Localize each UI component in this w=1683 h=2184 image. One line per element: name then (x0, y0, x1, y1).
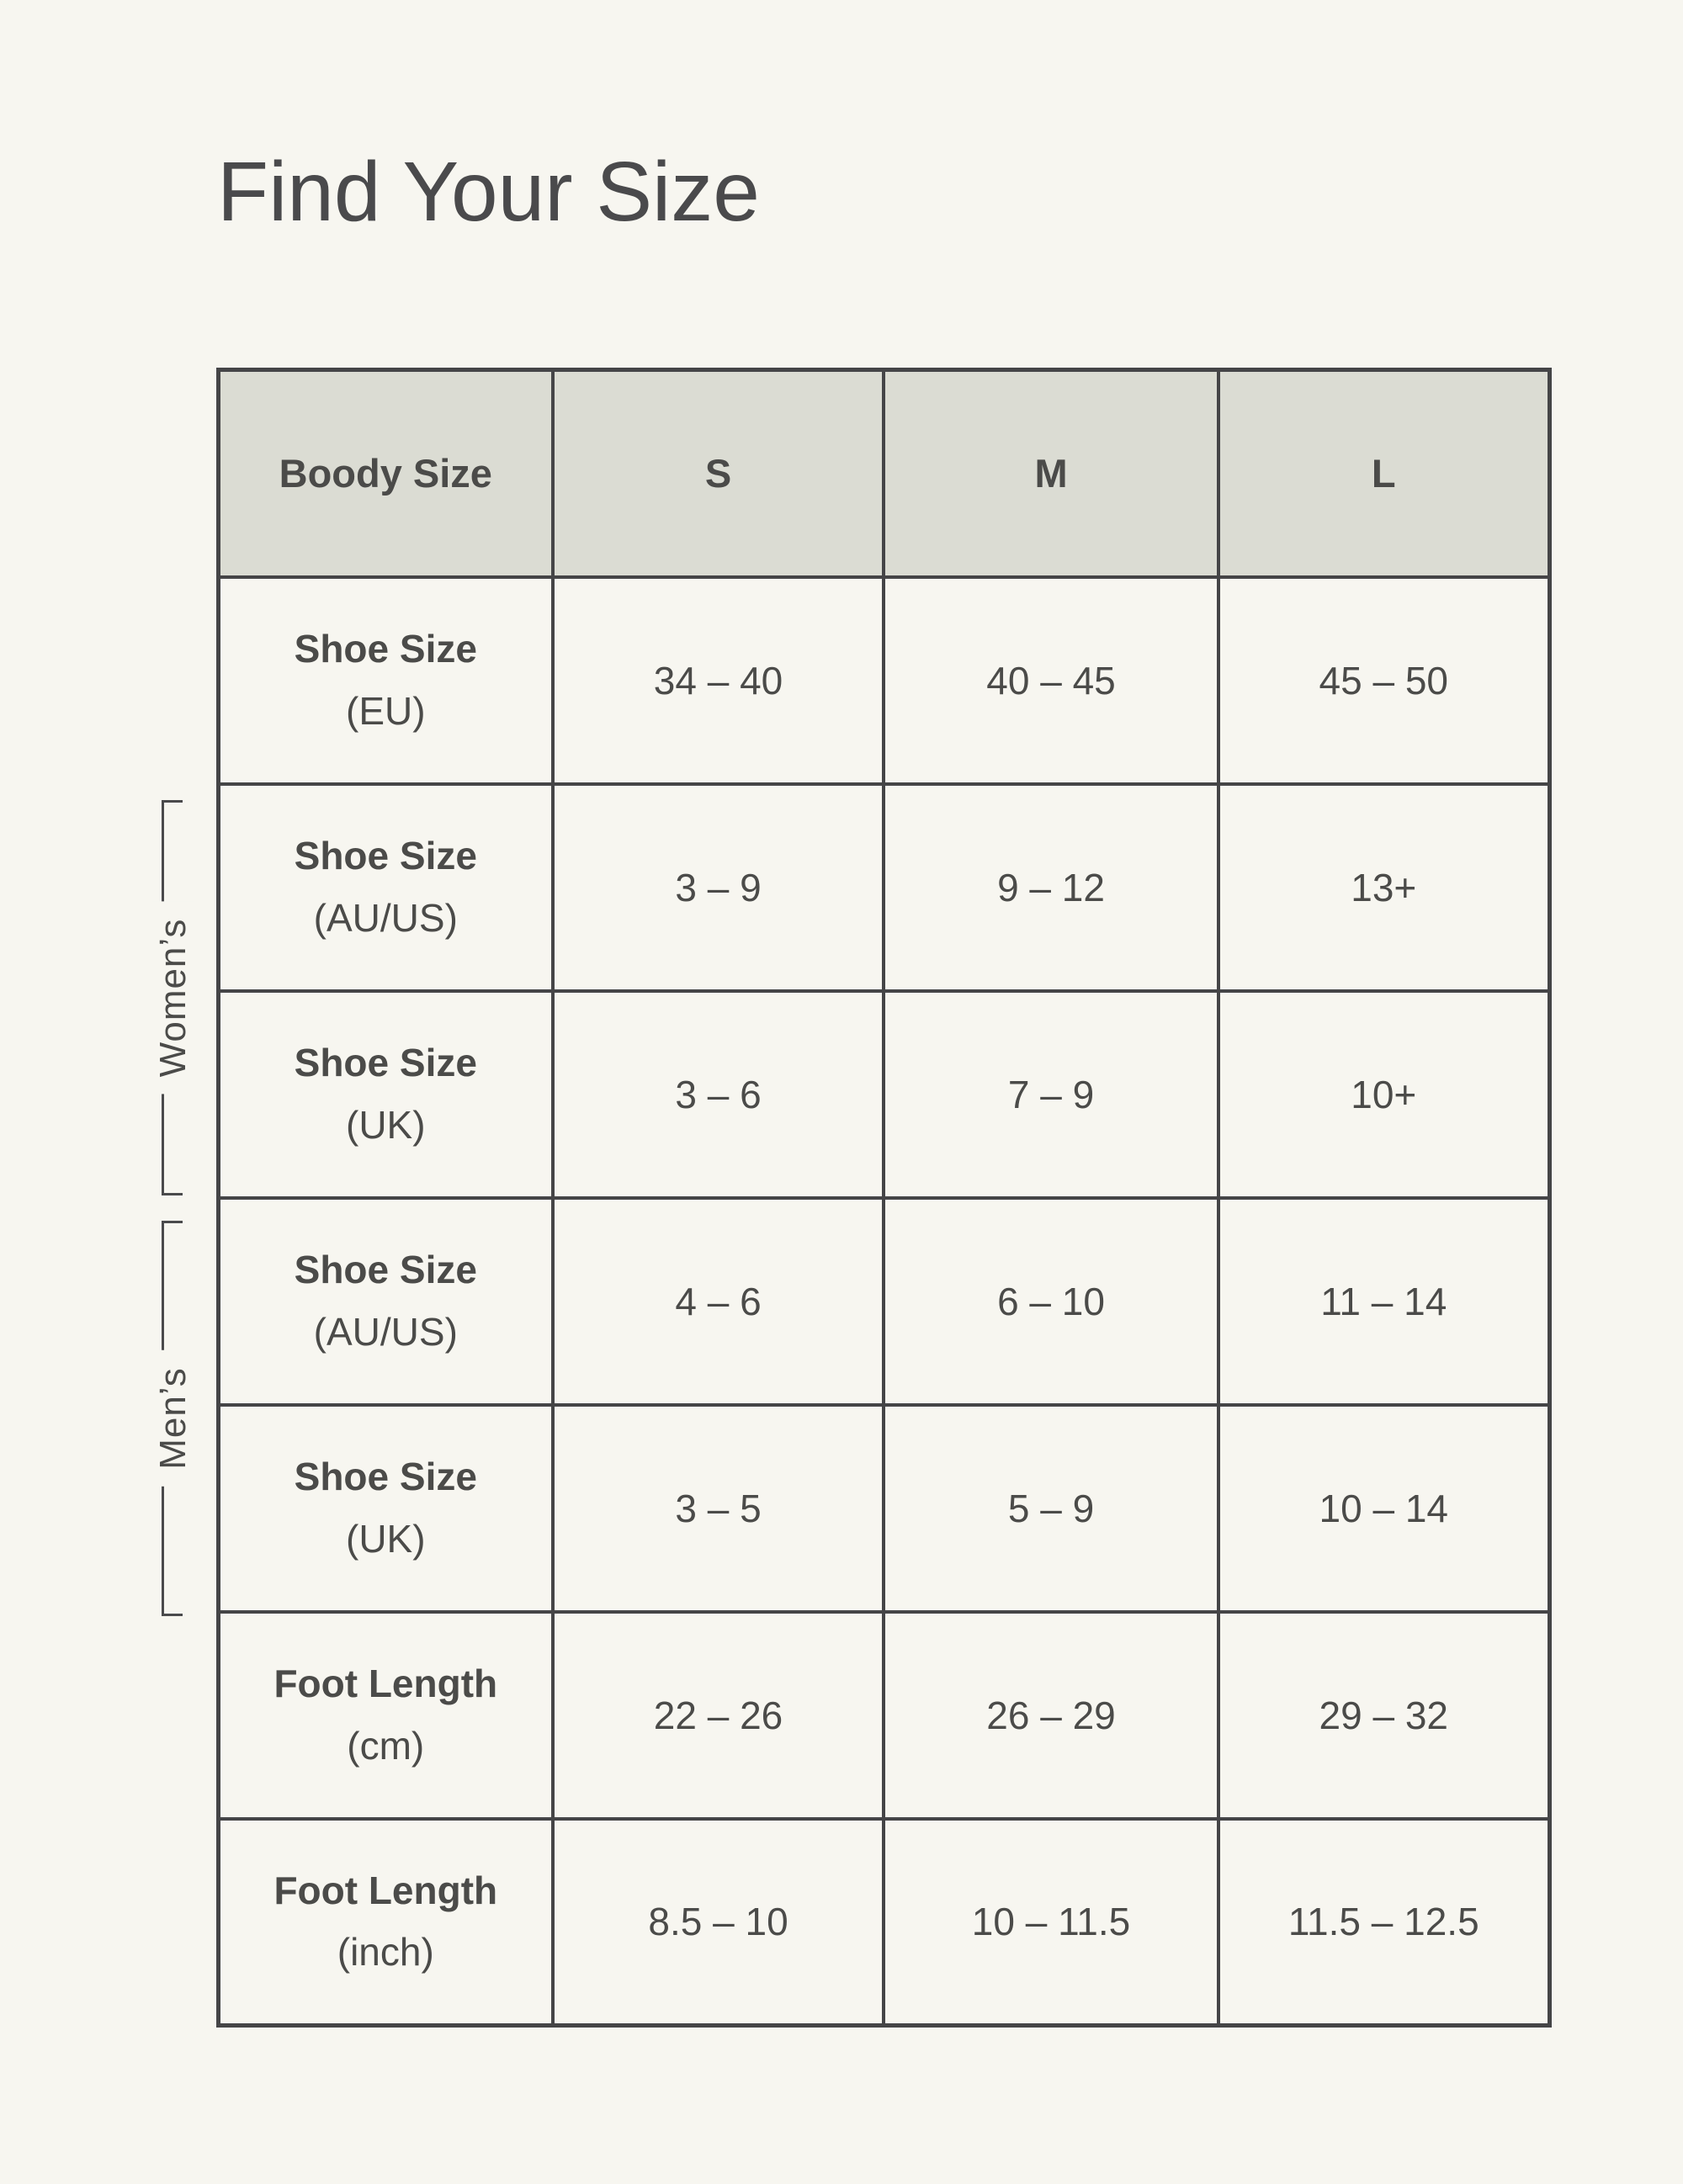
row-header: Shoe Size (EU) (216, 575, 555, 786)
mens-group-label: Men’s (152, 1350, 194, 1487)
mens-row-group-bracket: Men’s (152, 1221, 194, 1616)
row-label: Shoe Size (294, 1455, 477, 1499)
row-label: Foot Length (273, 1869, 498, 1913)
value-cell-l: 11 – 14 (1216, 1195, 1552, 1407)
header-cell-size-l: L (1216, 368, 1552, 579)
row-label: Shoe Size (294, 1248, 477, 1292)
table-row-foot-length-cm: Foot Length (cm) 22 – 26 26 – 29 29 – 32 (216, 1609, 1552, 1821)
row-unit: (UK) (346, 1102, 426, 1147)
table-row-mens-shoe-size-au-us: Shoe Size (AU/US) 4 – 6 6 – 10 11 – 14 (216, 1195, 1552, 1407)
value-cell-l: 10+ (1216, 989, 1552, 1200)
size-table: Boody Size S M L Shoe Size (EU) 34 – 40 … (216, 368, 1552, 2028)
row-unit: (EU) (346, 688, 426, 733)
value-cell-m: 26 – 29 (882, 1609, 1220, 1821)
value-cell-m: 40 – 45 (882, 575, 1220, 786)
bracket-top-tick (164, 1221, 183, 1223)
row-header: Foot Length (cm) (216, 1609, 555, 1821)
womens-row-group-bracket: Women’s (152, 800, 194, 1195)
row-label: Foot Length (273, 1662, 498, 1706)
value-cell-l: 13+ (1216, 782, 1552, 993)
header-cell-size-s: S (550, 368, 886, 579)
row-label: Shoe Size (294, 834, 477, 878)
row-unit: (AU/US) (313, 895, 458, 940)
bracket-top-tick (164, 800, 183, 803)
value-cell-s: 3 – 6 (550, 989, 886, 1200)
bracket-bottom-tick (164, 1193, 183, 1195)
row-header: Shoe Size (AU/US) (216, 782, 555, 993)
row-header: Shoe Size (UK) (216, 1402, 555, 1614)
row-unit: (AU/US) (313, 1309, 458, 1354)
table-header-row: Boody Size S M L (216, 368, 1552, 579)
value-cell-s: 8.5 – 10 (550, 1816, 886, 2028)
value-cell-s: 3 – 9 (550, 782, 886, 993)
value-cell-l: 45 – 50 (1216, 575, 1552, 786)
row-label: Shoe Size (294, 1041, 477, 1085)
value-cell-m: 6 – 10 (882, 1195, 1220, 1407)
value-cell-l: 29 – 32 (1216, 1609, 1552, 1821)
value-cell-m: 7 – 9 (882, 989, 1220, 1200)
row-label: Shoe Size (294, 627, 477, 671)
row-unit: (UK) (346, 1516, 426, 1561)
page-title: Find Your Size (217, 145, 760, 239)
table-row-womens-shoe-size-uk: Shoe Size (UK) 3 – 6 7 – 9 10+ (216, 989, 1552, 1200)
value-cell-l: 10 – 14 (1216, 1402, 1552, 1614)
value-cell-s: 34 – 40 (550, 575, 886, 786)
row-unit: (cm) (347, 1723, 425, 1768)
value-cell-s: 22 – 26 (550, 1609, 886, 1821)
value-cell-m: 10 – 11.5 (882, 1816, 1220, 2028)
value-cell-m: 9 – 12 (882, 782, 1220, 993)
value-cell-l: 11.5 – 12.5 (1216, 1816, 1552, 2028)
row-header: Shoe Size (UK) (216, 989, 555, 1200)
header-cell-boody-size: Boody Size (216, 368, 555, 579)
header-cell-size-m: M (882, 368, 1220, 579)
value-cell-m: 5 – 9 (882, 1402, 1220, 1614)
table-row-mens-shoe-size-uk: Shoe Size (UK) 3 – 5 5 – 9 10 – 14 (216, 1402, 1552, 1614)
value-cell-s: 3 – 5 (550, 1402, 886, 1614)
table-row-womens-shoe-size-au-us: Shoe Size (AU/US) 3 – 9 9 – 12 13+ (216, 782, 1552, 993)
value-cell-s: 4 – 6 (550, 1195, 886, 1407)
womens-group-label: Women’s (152, 901, 194, 1095)
table-row-shoe-size-eu: Shoe Size (EU) 34 – 40 40 – 45 45 – 50 (216, 575, 1552, 786)
row-header: Foot Length (inch) (216, 1816, 555, 2028)
table-row-foot-length-inch: Foot Length (inch) 8.5 – 10 10 – 11.5 11… (216, 1816, 1552, 2028)
bracket-bottom-tick (164, 1614, 183, 1616)
row-header: Shoe Size (AU/US) (216, 1195, 555, 1407)
row-unit: (inch) (337, 1930, 434, 1975)
